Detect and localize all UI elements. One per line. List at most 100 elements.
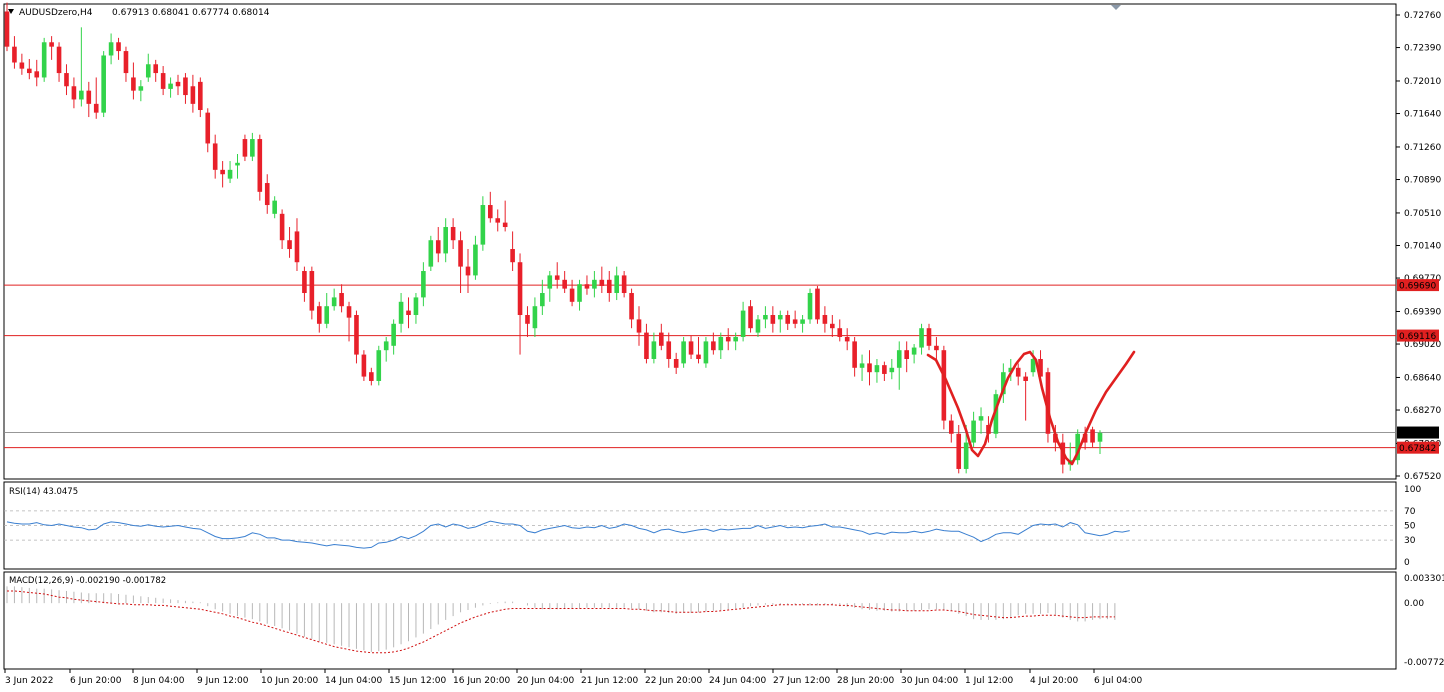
bearish-candle[interactable] [510,249,515,263]
bullish-candle[interactable] [398,301,404,324]
bearish-candle[interactable] [34,71,40,78]
bearish-candle[interactable] [116,42,121,52]
bullish-candle[interactable] [777,315,783,320]
bearish-candle[interactable] [822,315,828,324]
bullish-candle[interactable] [993,394,999,434]
bearish-candle[interactable] [205,112,211,144]
bullish-candle[interactable] [227,169,233,179]
bearish-candle[interactable] [837,328,843,337]
bearish-candle[interactable] [1045,372,1051,434]
bearish-candle[interactable] [435,240,441,254]
bullish-candle[interactable] [740,310,746,337]
bearish-candle[interactable] [673,358,679,368]
bearish-candle[interactable] [948,420,954,434]
bullish-candle[interactable] [755,319,761,333]
bullish-candle[interactable] [331,297,337,307]
bearish-candle[interactable] [502,222,508,228]
bullish-candle[interactable] [978,416,984,421]
bullish-candle[interactable] [807,293,813,320]
bearish-candle[interactable] [584,284,590,289]
bearish-candle[interactable] [844,336,850,342]
bullish-candle[interactable] [889,367,895,373]
bearish-candle[interactable] [406,310,411,316]
bullish-candle[interactable] [138,86,144,91]
bearish-candle[interactable] [316,306,322,324]
bearish-candle[interactable] [1038,358,1043,377]
bearish-candle[interactable] [4,11,10,47]
bullish-candle[interactable] [971,420,976,443]
bearish-candle[interactable] [725,336,731,342]
bullish-candle[interactable] [235,162,240,166]
bearish-candle[interactable] [1082,433,1088,443]
bullish-candle[interactable] [614,275,620,294]
bullish-candle[interactable] [911,347,917,355]
bullish-candle[interactable] [168,83,173,89]
bearish-candle[interactable] [644,332,649,359]
bearish-candle[interactable] [257,139,263,192]
bullish-candle[interactable] [1097,432,1103,442]
drawn-trend-annotation[interactable] [926,350,1136,466]
bearish-candle[interactable] [1090,429,1095,443]
bullish-candle[interactable] [733,336,738,342]
bullish-candle[interactable] [592,279,597,289]
bearish-candle[interactable] [629,293,634,320]
bullish-candle[interactable] [101,55,106,113]
macd-panel[interactable] [3,571,1397,670]
bullish-candle[interactable] [428,240,434,267]
bearish-candle[interactable] [354,315,359,355]
bearish-candle[interactable] [64,73,69,87]
bearish-candle[interactable] [934,345,939,351]
bearish-candle[interactable] [369,372,374,381]
bullish-candle[interactable] [41,42,47,78]
bullish-candle[interactable] [473,244,478,276]
bullish-candle[interactable] [421,271,426,298]
bearish-candle[interactable] [941,350,947,421]
bearish-candle[interactable] [666,341,672,359]
bullish-candle[interactable] [383,341,389,351]
bullish-candle[interactable] [703,341,709,364]
bearish-candle[interactable] [636,319,642,333]
bearish-candle[interactable] [19,62,25,69]
bearish-candle[interactable] [93,103,99,113]
bullish-candle[interactable] [250,139,255,157]
bearish-candle[interactable] [495,218,501,223]
bearish-candle[interactable] [852,341,857,368]
bearish-candle[interactable] [339,293,344,307]
bearish-candle[interactable] [525,315,530,324]
bullish-candle[interactable] [413,297,419,316]
bearish-candle[interactable] [294,231,300,263]
bullish-candle[interactable] [800,319,805,324]
bearish-candle[interactable] [770,315,776,324]
bearish-candle[interactable] [212,143,218,170]
bullish-candle[interactable] [718,336,724,351]
bearish-candle[interactable] [517,262,523,316]
bearish-candle[interactable] [123,51,129,74]
bearish-candle[interactable] [346,306,352,318]
bearish-candle[interactable] [569,288,575,302]
bearish-candle[interactable] [220,169,225,175]
bearish-candle[interactable] [659,332,664,346]
bearish-candle[interactable] [153,64,159,74]
bearish-candle[interactable] [287,240,292,250]
bearish-candle[interactable] [748,306,753,329]
bearish-candle[interactable] [554,275,560,280]
bearish-candle[interactable] [465,266,471,276]
bearish-candle[interactable] [190,86,196,104]
bullish-candle[interactable] [859,363,865,368]
price-panel[interactable] [3,3,1397,480]
bullish-candle[interactable] [480,205,486,245]
shift-marker-icon[interactable] [1111,5,1121,10]
bearish-candle[interactable] [926,328,932,346]
bearish-candle[interactable] [696,354,701,359]
bearish-candle[interactable] [160,73,166,89]
bearish-candle[interactable] [183,77,188,96]
bearish-candle[interactable] [562,279,567,289]
bearish-candle[interactable] [815,288,820,320]
chart-menu-triangle-icon[interactable] [8,9,14,14]
bearish-candle[interactable] [711,341,716,351]
bullish-candle[interactable] [919,328,924,348]
bullish-candle[interactable] [108,42,114,56]
bullish-candle[interactable] [874,365,880,373]
bearish-candle[interactable] [12,46,17,63]
